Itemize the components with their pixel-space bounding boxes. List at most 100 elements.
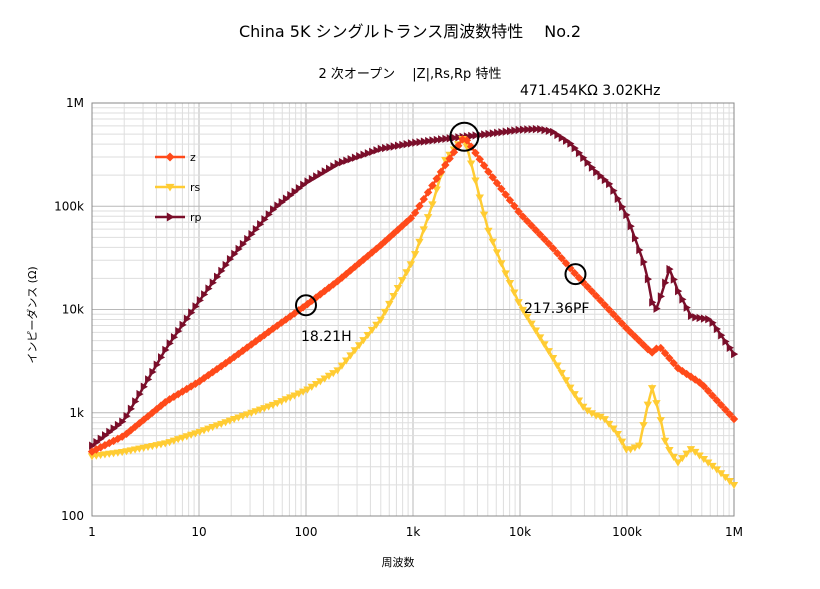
data-point-rs (647, 385, 657, 393)
x-axis: 1 10 100 1k 10k 100k 1M (88, 525, 743, 539)
data-point-rp (416, 137, 424, 147)
data-point-rp (317, 169, 325, 179)
data-point-rp (101, 431, 110, 440)
data-point-z (635, 336, 644, 345)
data-point-z (557, 254, 566, 263)
data-point-rs (376, 316, 385, 324)
data-point-z (415, 201, 424, 211)
data-point-rp (558, 133, 566, 142)
data-point-rs (484, 227, 493, 235)
data-point-rp (119, 417, 127, 426)
data-point-z (622, 323, 631, 333)
data-point-rp (162, 345, 170, 355)
data-point-rs (514, 299, 523, 307)
data-point-z (398, 221, 407, 231)
data-point-z (410, 208, 420, 218)
data-point-rp (575, 148, 584, 158)
data-point-rs (428, 201, 437, 209)
data-point-rp (270, 205, 278, 214)
data-point-rp (450, 133, 459, 143)
data-point-rp (347, 154, 355, 164)
data-point-rp (606, 179, 614, 189)
data-point-rp (498, 128, 506, 137)
y-tick-label: 100 (61, 509, 84, 523)
data-point-rs (656, 417, 665, 425)
data-point-z (609, 310, 618, 319)
data-point-z (130, 422, 140, 431)
data-point-rp (666, 264, 674, 274)
x-tick-label: 1k (406, 525, 421, 539)
data-point-rs (699, 456, 709, 464)
data-point-rp (567, 139, 575, 148)
data-point-rs (531, 327, 540, 335)
data-point-rs (535, 334, 545, 342)
data-point-rp (554, 130, 562, 140)
data-point-rs (419, 226, 428, 234)
data-point-rp (214, 272, 222, 282)
data-point-z (484, 167, 493, 176)
data-point-rs (415, 238, 424, 246)
data-point-rp (610, 186, 618, 195)
data-point-z (514, 207, 523, 216)
data-point-rp (653, 304, 661, 313)
data-point-rp (252, 225, 260, 234)
data-point-rp (394, 141, 403, 150)
data-point-z (647, 348, 657, 357)
data-point-z (630, 332, 640, 341)
data-point-rs (518, 306, 528, 315)
data-point-z (665, 353, 674, 363)
data-point-rs (497, 260, 506, 268)
data-point-z (471, 148, 480, 158)
data-point-rp (619, 202, 627, 212)
data-point-rp (545, 126, 553, 136)
data-point-rs (678, 455, 687, 463)
data-point-rp (369, 147, 377, 157)
data-point-rs (600, 416, 609, 424)
legend-label: rp (190, 211, 202, 224)
data-point-rs (410, 251, 420, 259)
data-point-rs (522, 313, 532, 321)
data-point-rp (140, 382, 148, 391)
data-point-rp (399, 140, 407, 150)
data-point-rp (106, 427, 114, 437)
data-point-rs (298, 388, 308, 396)
annotation-resonance: 471.454KΩ 3.02KHz (520, 83, 660, 99)
data-point-rs (342, 357, 351, 365)
data-point-rs (729, 481, 739, 490)
data-point-rp (481, 130, 489, 139)
data-point-rp (183, 314, 191, 323)
data-point-rp (696, 313, 704, 323)
data-point-rp (231, 249, 239, 259)
data-point-rs (359, 337, 368, 345)
data-point-rp (89, 441, 97, 450)
data-point-rp (244, 234, 252, 244)
data-point-z (406, 213, 416, 223)
data-point-z (682, 369, 691, 379)
data-point-rp (468, 131, 476, 141)
data-point-rp (627, 221, 635, 231)
data-point-rs (665, 446, 674, 455)
data-point-rs (669, 453, 678, 462)
data-point-rp (170, 333, 179, 342)
data-point-rs (544, 348, 553, 356)
data-point-rp (502, 127, 510, 136)
data-point-z (419, 194, 428, 204)
data-point-rp (382, 143, 390, 153)
y-tick-label: 1k (69, 406, 84, 420)
data-point-rs (303, 386, 312, 394)
data-point-rp (377, 144, 385, 154)
data-point-rp (657, 292, 665, 301)
data-point-rp (675, 286, 683, 296)
series-layer (87, 124, 739, 490)
x-tick-label: 1M (725, 525, 743, 539)
legend-swatch-marker (165, 183, 175, 192)
y-tick-label: 100k (54, 199, 84, 213)
data-point-rp (226, 254, 235, 264)
data-point-rp (205, 284, 213, 293)
data-point-rp (407, 139, 416, 148)
data-point-z (699, 381, 709, 391)
data-point-rp (338, 157, 347, 167)
data-point-rp (731, 349, 739, 359)
data-point-rp (511, 126, 519, 135)
data-point-z (548, 244, 558, 253)
